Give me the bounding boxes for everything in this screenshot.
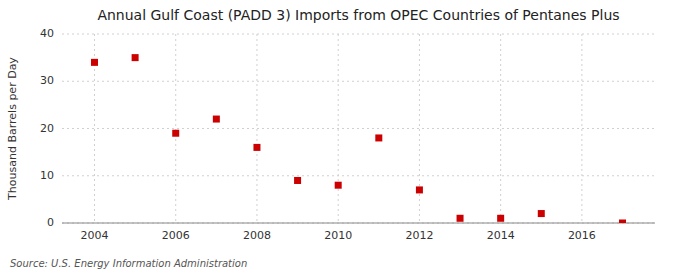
source-note: Source: U.S. Energy Information Administ… <box>10 258 247 269</box>
point <box>619 220 626 224</box>
point <box>375 134 382 141</box>
grid <box>62 34 655 223</box>
x-tick-label: 2014 <box>487 229 515 242</box>
y-tick-label: 30 <box>40 74 54 87</box>
x-axis-line <box>62 223 655 224</box>
x-tick-label: 2006 <box>162 229 190 242</box>
point <box>335 182 342 189</box>
point <box>172 130 179 137</box>
y-grid-line <box>62 34 655 35</box>
point <box>132 54 139 61</box>
x-grid-line <box>338 34 339 223</box>
point <box>457 215 464 222</box>
x-grid-line <box>581 34 582 223</box>
y-grid-line <box>62 175 655 176</box>
point <box>213 116 220 123</box>
point <box>294 177 301 184</box>
points <box>91 54 626 223</box>
y-tick-label: 20 <box>40 122 54 135</box>
ticks: 0 10 20 30 40 2004 2006 2008 2010 2012 2014 2016 <box>40 27 596 242</box>
y-tick-label: 10 <box>40 169 54 182</box>
x-grid-line <box>500 34 501 223</box>
x-grid-line <box>175 34 176 223</box>
point <box>416 186 423 193</box>
point <box>538 210 545 217</box>
point <box>497 215 504 222</box>
y-grid-line <box>62 81 655 82</box>
point <box>253 144 260 151</box>
x-tick-label: 2016 <box>568 229 596 242</box>
y-axis-label: Thousand Barrels per Day <box>6 57 19 201</box>
x-tick-label: 2004 <box>80 229 108 242</box>
y-tick-label: 0 <box>47 216 54 229</box>
x-tick-label: 2010 <box>324 229 352 242</box>
x-tick-label: 2008 <box>243 229 271 242</box>
point <box>91 59 98 66</box>
x-grid-line <box>256 34 257 223</box>
chart-svg: 0 10 20 30 40 2004 2006 2008 2010 2012 2014 2016 Ann… <box>0 0 675 275</box>
title: Annual Gulf Coast (PADD 3) Imports from … <box>97 7 619 23</box>
y-tick-label: 40 <box>40 27 54 40</box>
x-tick-label: 2012 <box>405 229 433 242</box>
y-grid-line <box>62 128 655 129</box>
chart-container: 0 10 20 30 40 2004 2006 2008 2010 2012 2014 2016 Ann… <box>0 0 675 275</box>
x-grid-line <box>419 34 420 223</box>
y-grid-line <box>62 223 655 224</box>
